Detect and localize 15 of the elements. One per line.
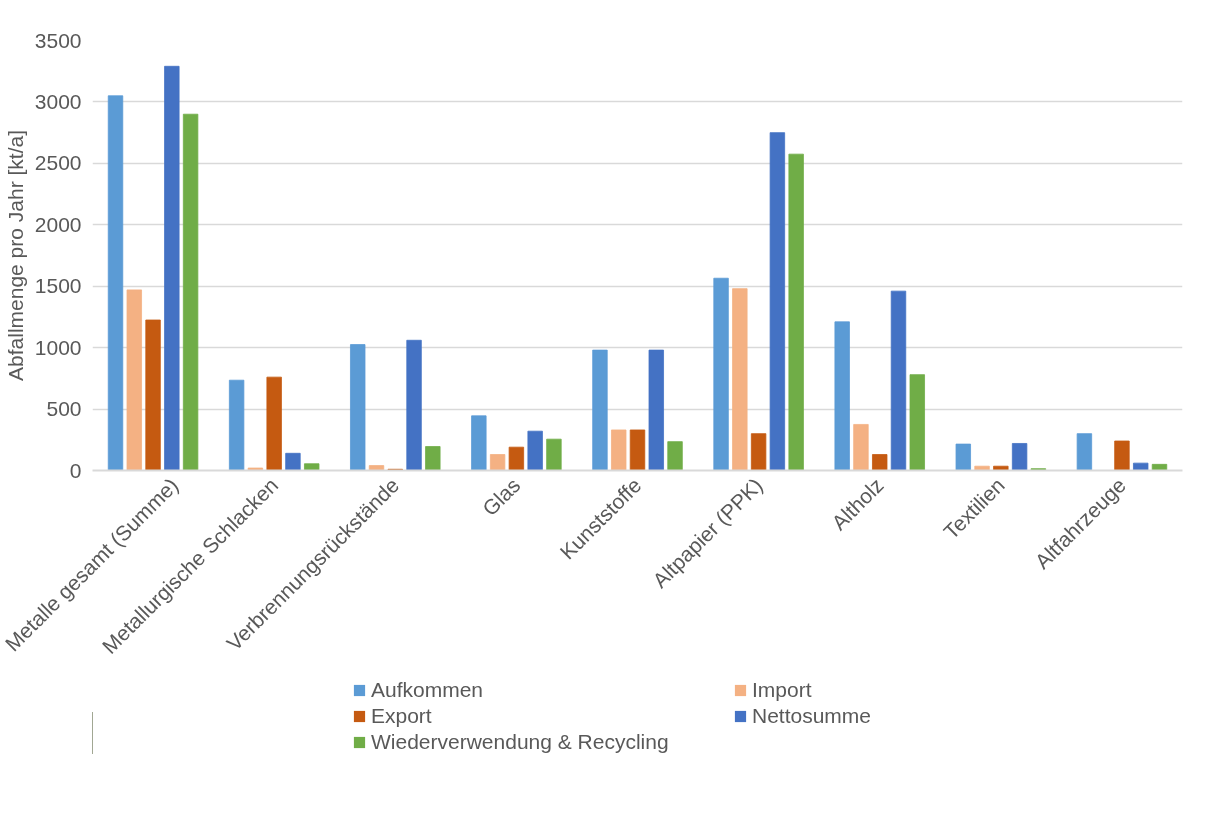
y-tick-label: 2500	[34, 151, 82, 175]
y-axis-title: Abfallmenge pro Jahr [kt/a]	[3, 130, 27, 381]
legend-label: Wiederverwendung & Recycling	[371, 730, 670, 754]
x-tick-label: Glas	[477, 473, 525, 521]
legend-label: Nettosumme	[752, 704, 873, 728]
legend-label: Export	[371, 704, 433, 728]
y-tick-label: 0	[69, 458, 82, 482]
y-tick-label: 1000	[34, 335, 82, 359]
y-tick-label: 500	[46, 397, 82, 421]
y-tick-label: 3500	[34, 28, 82, 52]
y-tick-label: 1500	[34, 274, 82, 298]
legend-label: Aufkommen	[371, 678, 485, 702]
y-tick-label: 3000	[34, 89, 82, 113]
legend-label: Import	[752, 678, 813, 702]
y-tick-label: 2000	[34, 212, 82, 236]
